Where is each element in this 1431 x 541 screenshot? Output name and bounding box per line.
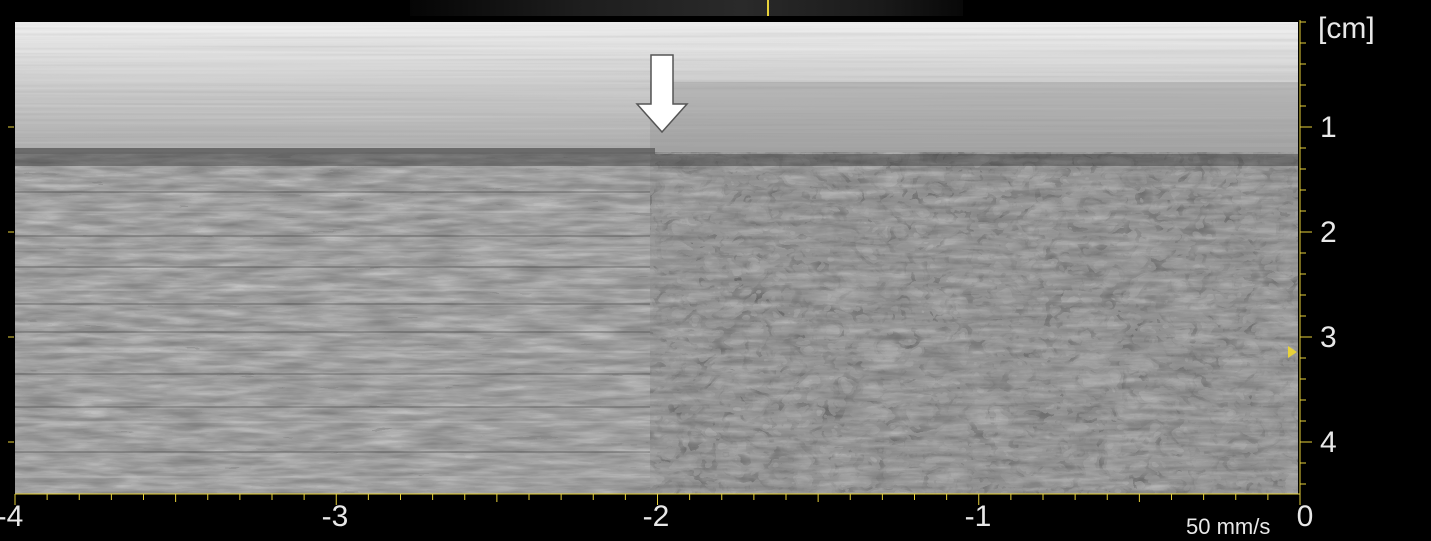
down-arrow-icon xyxy=(635,54,689,134)
m-mode-image xyxy=(15,22,1298,494)
time-tick-label-minus-3: -3 xyxy=(321,500,349,533)
depth-tick-label-3: 3 xyxy=(1320,321,1337,354)
depth-tick-label-2: 2 xyxy=(1320,216,1337,249)
time-tick-label-minus-1: -1 xyxy=(964,500,992,533)
top-cursor-marker xyxy=(767,0,769,16)
time-tick-label-0: 0 xyxy=(1296,500,1314,533)
triangle-right-icon xyxy=(1288,346,1297,358)
depth-tick-label-1: 1 xyxy=(1320,111,1337,144)
sweep-speed-label: 50 mm/s xyxy=(1186,514,1271,539)
top-image-strip xyxy=(410,0,963,16)
depth-unit-label: [cm] xyxy=(1318,12,1375,45)
time-tick-label-minus-4: -4 xyxy=(0,500,24,533)
time-tick-label-minus-2: -2 xyxy=(642,500,670,533)
depth-tick-label-4: 4 xyxy=(1320,426,1337,459)
